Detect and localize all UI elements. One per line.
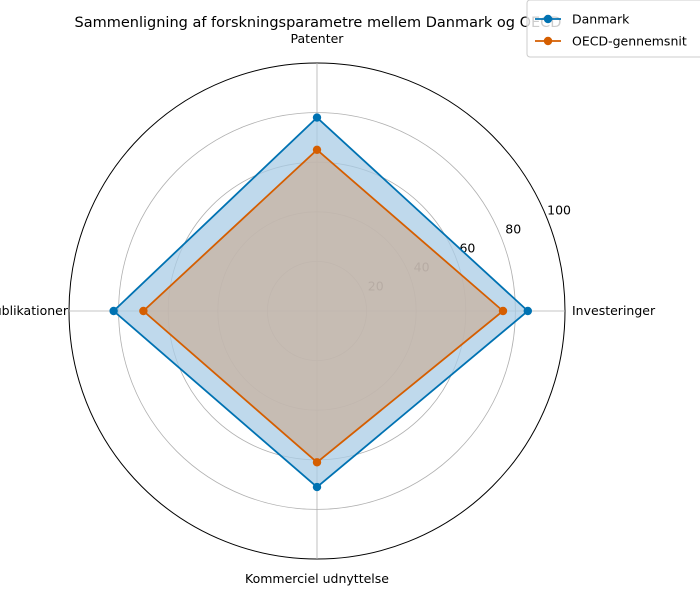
data-point bbox=[109, 306, 118, 316]
series-fill bbox=[143, 149, 503, 463]
data-point bbox=[312, 145, 322, 154]
data-point bbox=[498, 306, 508, 316]
data-point bbox=[312, 458, 322, 467]
legend-label: OECD-gennemsnit bbox=[572, 34, 687, 49]
legend-label: Danmark bbox=[572, 12, 630, 27]
legend: Danmark OECD-gennemsnit bbox=[526, 0, 700, 58]
r-tick-label: 100 bbox=[547, 203, 571, 218]
data-point bbox=[312, 482, 322, 492]
data-point bbox=[312, 113, 322, 122]
legend-frame bbox=[526, 0, 700, 58]
r-tick-label: 80 bbox=[505, 222, 521, 237]
data-point bbox=[139, 306, 148, 316]
chart-title: Sammenligning af forskningsparametre mel… bbox=[75, 15, 562, 31]
legend-marker bbox=[543, 36, 553, 46]
legend-marker bbox=[543, 14, 553, 24]
category-label: Kommerciel udnyttelse bbox=[245, 571, 389, 586]
data-point bbox=[523, 306, 532, 316]
axis-labels: Investeringer Patenter Publikationer Kommer… bbox=[0, 31, 656, 586]
series-layer bbox=[109, 113, 532, 492]
category-label: Patenter bbox=[291, 31, 345, 46]
category-label: Investeringer bbox=[572, 303, 656, 318]
category-label: Publikationer bbox=[0, 303, 69, 318]
